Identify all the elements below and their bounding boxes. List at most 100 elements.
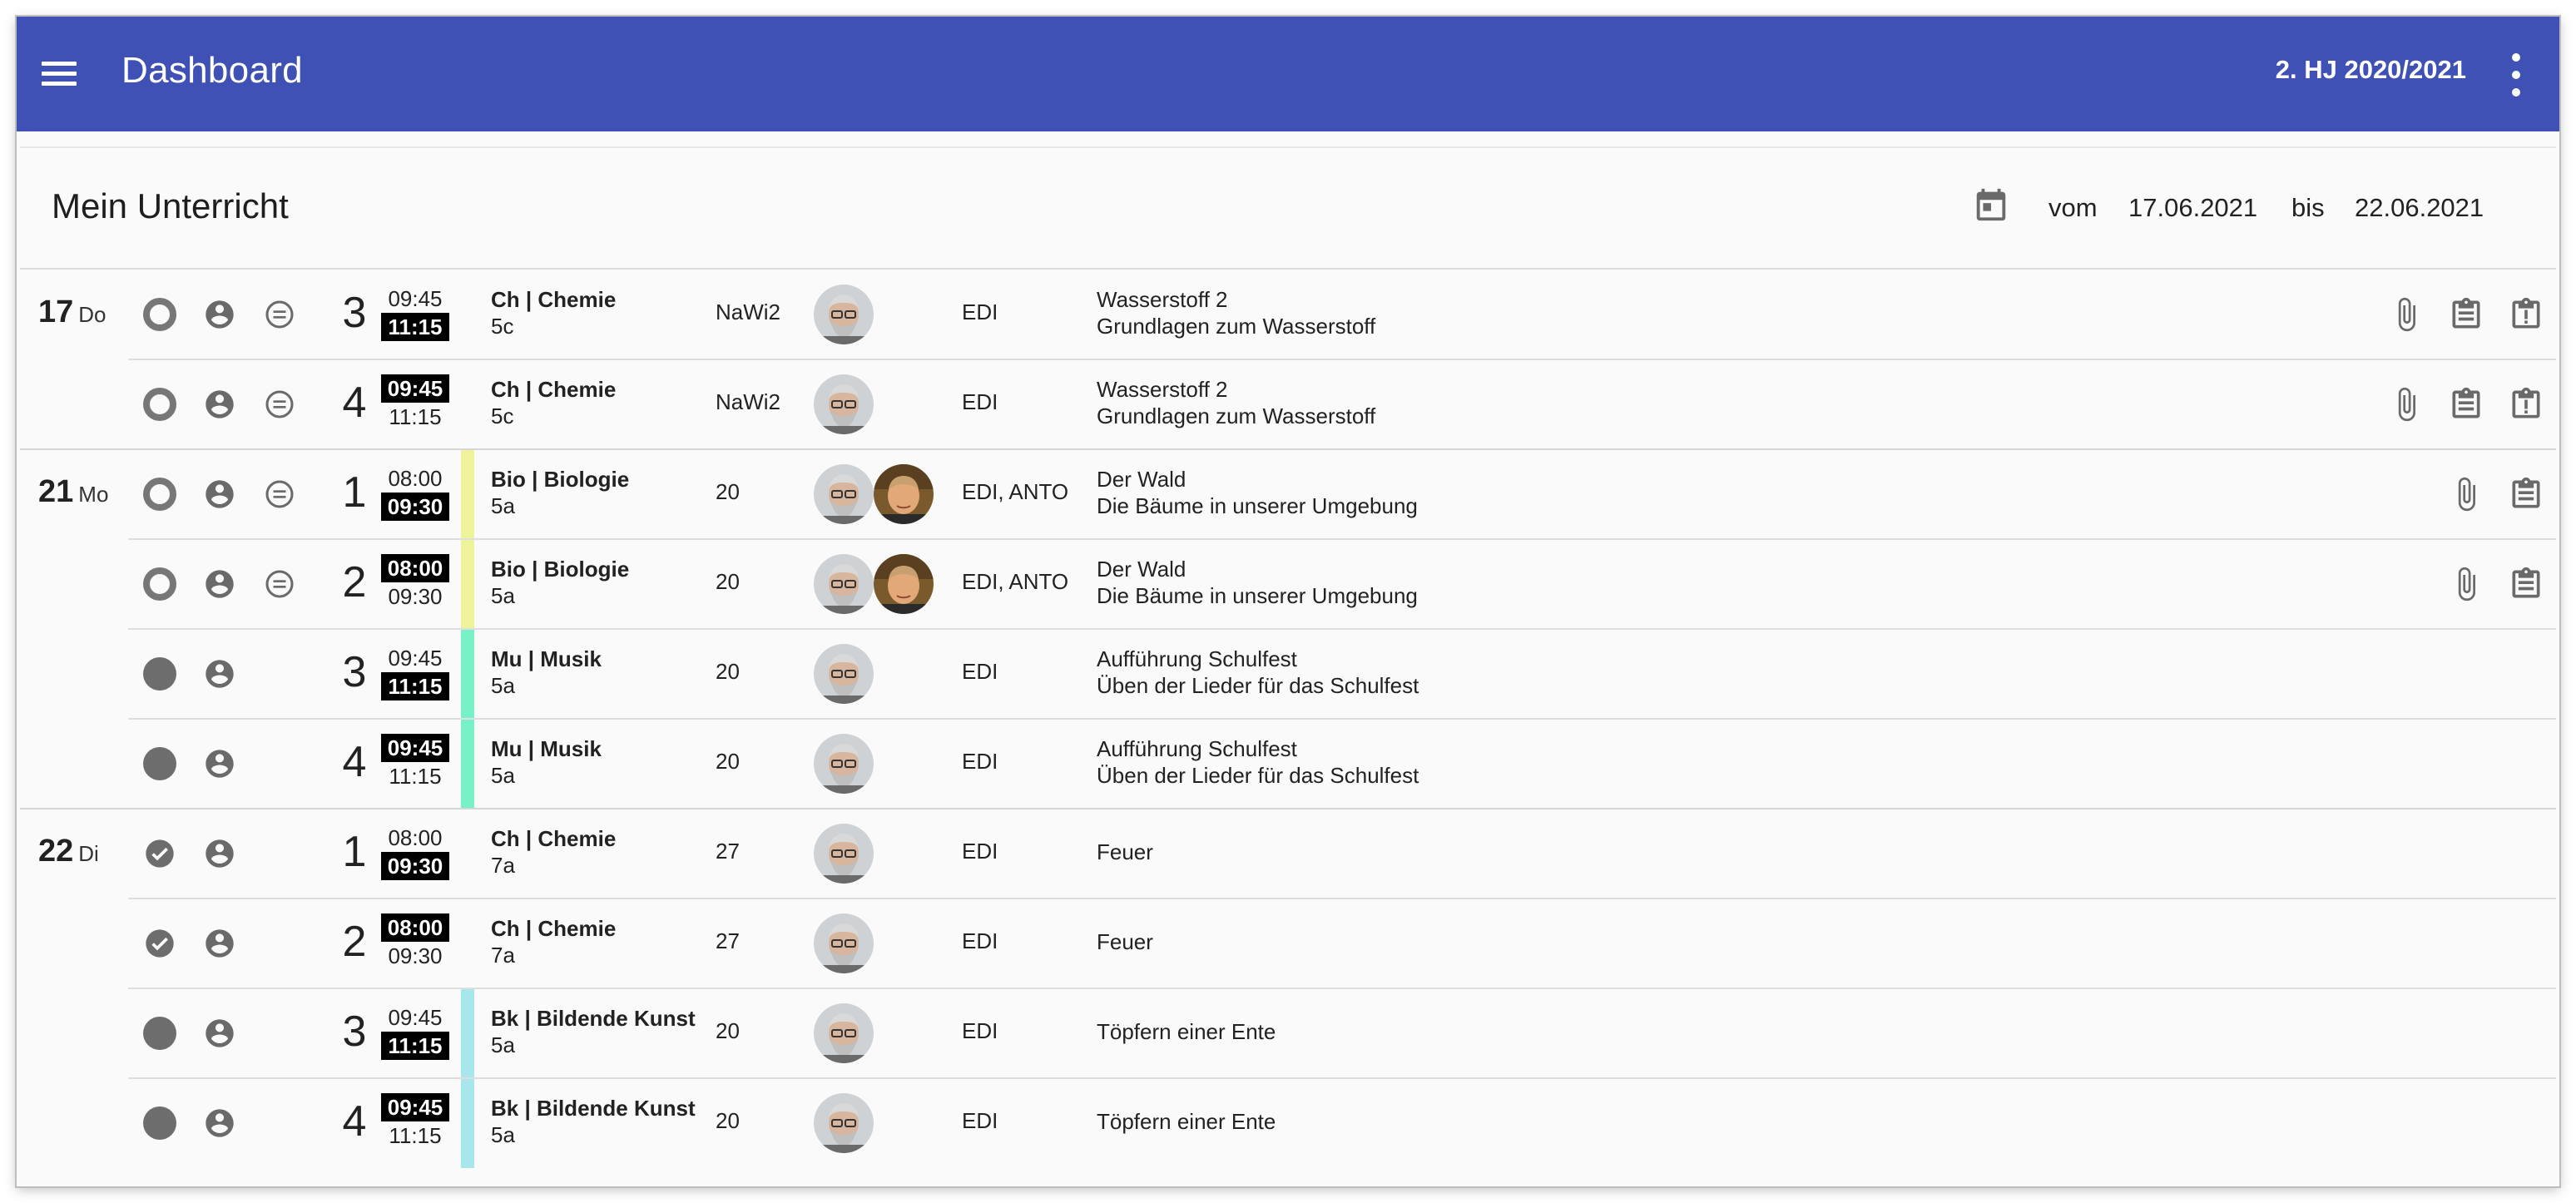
attendance-icon[interactable] — [203, 1106, 236, 1140]
lesson-row[interactable]: 17 Do 3 09:45 11:15 Ch | Chemie 5c NaWi2 EDI Wass… — [20, 270, 2556, 359]
lesson-row[interactable]: 22 Di 1 08:00 09:30 Ch | Chemie 7a 27 EDI Feuer — [20, 808, 2556, 899]
attendance-icon[interactable] — [203, 298, 236, 331]
lesson-topic[interactable]: Töpfern einer Ente — [1097, 1018, 1276, 1045]
lesson-times: 09:45 11:15 — [381, 734, 449, 790]
subject-cell[interactable]: Bio | Biologie 5a — [491, 466, 629, 519]
homework-alert-icon[interactable] — [2508, 386, 2544, 423]
attendance-icon[interactable] — [203, 747, 236, 780]
teacher-avatar[interactable] — [814, 644, 874, 704]
attachment-icon[interactable] — [2448, 566, 2484, 602]
lesson-topic[interactable]: Der Wald Die Bäume in unserer Umgebung — [1097, 466, 1418, 519]
attendance-icon[interactable] — [203, 837, 236, 870]
homework-icon[interactable] — [2508, 566, 2544, 602]
teacher-avatar[interactable] — [814, 734, 874, 794]
teacher-avatar[interactable] — [814, 464, 874, 524]
status-filled-icon[interactable] — [143, 657, 176, 691]
lesson-topic[interactable]: Wasserstoff 2 Grundlagen zum Wasserstoff — [1097, 286, 1375, 339]
calendar-icon[interactable] — [1972, 183, 2010, 226]
subject-cell[interactable]: Ch | Chemie 5c — [491, 376, 616, 429]
lesson-row[interactable]: 4 09:45 11:15 Bk | Bildende Kunst 5a 20 EDI Töp… — [20, 1077, 2556, 1168]
lesson-topic[interactable]: Feuer — [1097, 839, 1153, 865]
lesson-row[interactable]: 3 09:45 11:15 Mu | Musik 5a 20 EDI Aufführung S… — [20, 628, 2556, 719]
lesson-row[interactable]: 4 09:45 11:15 Ch | Chemie 5c NaWi2 EDI Wasserst… — [20, 359, 2556, 449]
status-done-icon[interactable] — [143, 927, 176, 960]
room: 20 — [716, 569, 740, 594]
lesson-topic[interactable]: Wasserstoff 2 Grundlagen zum Wasserstoff — [1097, 376, 1375, 429]
subject-color-stripe — [461, 719, 474, 809]
to-date[interactable]: 22.06.2021 — [2355, 193, 2484, 222]
attendance-icon[interactable] — [203, 657, 236, 691]
lesson-topic[interactable]: Feuer — [1097, 928, 1153, 955]
end-time: 09:30 — [381, 493, 449, 521]
subject-cell[interactable]: Bio | Biologie 5a — [491, 556, 629, 609]
attendance-icon[interactable] — [203, 1017, 236, 1050]
start-time: 08:00 — [381, 913, 449, 942]
semester-selector[interactable]: 2. HJ 2020/2021 — [2275, 55, 2466, 84]
homework-icon[interactable] — [2448, 296, 2484, 333]
more-vert-icon[interactable] — [2508, 52, 2524, 98]
end-time: 11:15 — [389, 764, 442, 789]
homework-icon[interactable] — [2508, 476, 2544, 512]
status-open-icon[interactable] — [143, 388, 176, 421]
status-filled-icon[interactable] — [143, 1106, 176, 1140]
class-name: 5a — [491, 1032, 515, 1057]
lesson-row[interactable]: 3 09:45 11:15 Bk | Bildende Kunst 5a 20 EDI Töp… — [20, 988, 2556, 1078]
subject-cell[interactable]: Ch | Chemie 7a — [491, 825, 616, 879]
subject-color-stripe — [461, 629, 474, 719]
notes-icon[interactable] — [263, 567, 296, 601]
attachment-icon[interactable] — [2448, 476, 2484, 512]
attendance-icon[interactable] — [203, 478, 236, 511]
subject-cell[interactable]: Mu | Musik 5a — [491, 646, 602, 699]
class-name: 7a — [491, 853, 515, 878]
homework-icon[interactable] — [2448, 386, 2484, 423]
from-date[interactable]: 17.06.2021 — [2128, 193, 2258, 222]
subject-name: Ch | Chemie — [491, 826, 617, 851]
lesson-topic[interactable]: Töpfern einer Ente — [1097, 1108, 1276, 1135]
teacher-avatar[interactable] — [814, 1093, 874, 1153]
teacher-avatar[interactable] — [814, 1003, 874, 1063]
topic-title: Feuer — [1097, 929, 1153, 954]
lesson-topic[interactable]: Aufführung Schulfest Üben der Lieder für … — [1097, 735, 1419, 789]
attendance-icon[interactable] — [203, 388, 236, 421]
teacher-avatar[interactable] — [814, 285, 874, 344]
homework-alert-icon[interactable] — [2508, 296, 2544, 333]
teacher-avatar[interactable] — [814, 824, 874, 884]
notes-icon[interactable] — [263, 388, 296, 421]
teacher-avatar[interactable] — [814, 554, 874, 614]
start-time: 09:45 — [381, 374, 449, 403]
subject-cell[interactable]: Ch | Chemie 7a — [491, 915, 616, 968]
status-filled-icon[interactable] — [143, 1017, 176, 1050]
status-filled-icon[interactable] — [143, 747, 176, 780]
subject-cell[interactable]: Mu | Musik 5a — [491, 735, 602, 789]
subject-cell[interactable]: Bk | Bildende Kunst 5a — [491, 1095, 696, 1148]
lesson-row[interactable]: 2 08:00 09:30 Ch | Chemie 7a 27 EDI Feuer — [20, 898, 2556, 988]
teacher-avatar[interactable] — [874, 554, 934, 614]
teacher-avatar[interactable] — [874, 464, 934, 524]
teacher-avatar[interactable] — [814, 374, 874, 434]
class-name: 5a — [491, 583, 515, 608]
notes-icon[interactable] — [263, 298, 296, 331]
subject-cell[interactable]: Bk | Bildende Kunst 5a — [491, 1005, 696, 1058]
teacher-avatar[interactable] — [814, 913, 874, 973]
status-open-icon[interactable] — [143, 567, 176, 601]
attendance-icon[interactable] — [203, 567, 236, 601]
lesson-row[interactable]: 21 Mo 1 08:00 09:30 Bio | Biologie 5a 20 EDI, AN… — [20, 448, 2556, 539]
day-label: 17 Do — [38, 295, 107, 330]
lesson-topic[interactable]: Der Wald Die Bäume in unserer Umgebung — [1097, 556, 1418, 609]
status-open-icon[interactable] — [143, 298, 176, 331]
period-number: 3 — [342, 1007, 367, 1056]
status-done-icon[interactable] — [143, 837, 176, 870]
period-number: 4 — [342, 379, 367, 427]
day-number: 22 — [38, 834, 74, 869]
lesson-topic[interactable]: Aufführung Schulfest Üben der Lieder für … — [1097, 646, 1419, 699]
status-open-icon[interactable] — [143, 478, 176, 511]
subject-cell[interactable]: Ch | Chemie 5c — [491, 286, 616, 339]
attachment-icon[interactable] — [2388, 386, 2425, 423]
notes-icon[interactable] — [263, 478, 296, 511]
menu-icon[interactable] — [42, 57, 77, 92]
attachment-icon[interactable] — [2388, 296, 2425, 333]
teacher-codes: EDI — [962, 749, 998, 774]
lesson-row[interactable]: 4 09:45 11:15 Mu | Musik 5a 20 EDI Aufführung S… — [20, 718, 2556, 809]
attendance-icon[interactable] — [203, 927, 236, 960]
lesson-row[interactable]: 2 08:00 09:30 Bio | Biologie 5a 20 EDI, ANTO De… — [20, 538, 2556, 629]
